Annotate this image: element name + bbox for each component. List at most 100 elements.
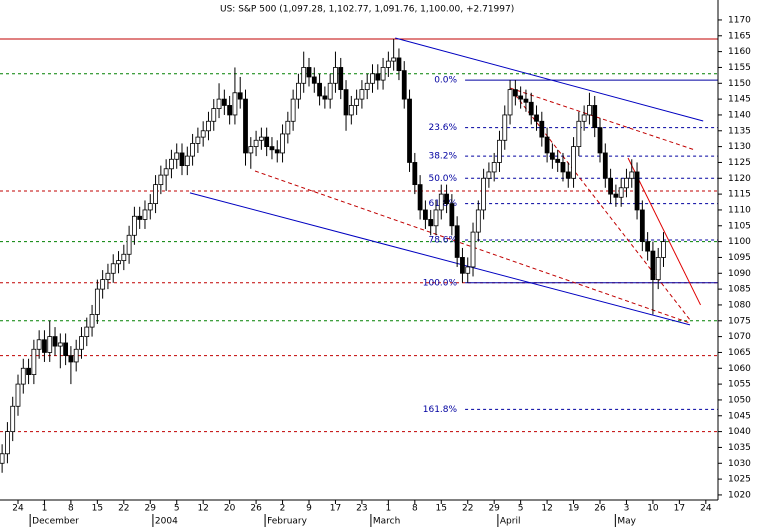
candle-body xyxy=(661,241,666,258)
y-tick-label: 1060 xyxy=(728,364,751,374)
candle-body xyxy=(401,70,407,100)
trend-line xyxy=(514,94,691,321)
candle-body xyxy=(47,336,53,353)
candle-body xyxy=(306,67,312,78)
candle-body xyxy=(5,431,10,455)
candle-body xyxy=(359,89,365,100)
candle-body xyxy=(565,171,571,179)
candle-body xyxy=(253,139,259,148)
x-tick-label: 15 xyxy=(436,504,447,514)
candle-body xyxy=(634,171,640,211)
candle-body xyxy=(200,130,206,138)
candle-body xyxy=(105,272,111,281)
candle-body xyxy=(116,260,121,265)
candle-body xyxy=(544,136,550,154)
candle-body xyxy=(497,139,502,163)
y-tick-label: 1090 xyxy=(728,269,751,279)
month-label: April xyxy=(500,517,521,527)
candle-body xyxy=(15,383,21,407)
candle-body xyxy=(327,82,333,100)
candle-body xyxy=(613,193,619,198)
y-tick-label: 1050 xyxy=(728,395,751,405)
y-tick-label: 1155 xyxy=(728,63,751,73)
y-tick-label: 1160 xyxy=(728,47,751,57)
y-tick-label: 1045 xyxy=(728,411,751,421)
fib-label: 78.6% xyxy=(428,236,457,246)
candle-body xyxy=(0,453,5,464)
candle-body xyxy=(338,67,344,91)
candle-body xyxy=(280,133,285,154)
y-tick-label: 1035 xyxy=(728,443,751,453)
x-tick-label: 29 xyxy=(488,504,500,514)
y-tick-label: 1040 xyxy=(728,427,751,437)
candle-body xyxy=(142,209,148,220)
candle-body xyxy=(110,263,116,274)
candle-body xyxy=(243,98,248,154)
y-tick-label: 1085 xyxy=(728,285,751,295)
candle-body xyxy=(655,257,661,281)
candle-body xyxy=(486,171,492,179)
month-label: May xyxy=(617,517,636,527)
y-tick-label: 1110 xyxy=(728,205,751,215)
candle-body xyxy=(523,98,529,103)
candle-body xyxy=(285,120,291,135)
candle-body xyxy=(237,92,243,100)
candle-body xyxy=(322,95,328,100)
candle-body xyxy=(571,146,576,179)
x-tick-label: 5 xyxy=(174,504,180,514)
x-tick-label: 22 xyxy=(462,504,473,514)
candle-body xyxy=(438,193,444,211)
candle-body xyxy=(290,98,296,122)
candle-body xyxy=(348,105,354,116)
x-tick-label: 9 xyxy=(306,504,312,514)
candle-body xyxy=(158,174,164,186)
fib-label: 50.0% xyxy=(428,174,457,184)
fib-label: 161.8% xyxy=(423,405,458,415)
candle-body xyxy=(475,209,481,233)
y-tick-label: 1125 xyxy=(728,158,751,168)
candle-body xyxy=(560,162,566,173)
candle-body xyxy=(10,405,16,433)
y-tick-label: 1080 xyxy=(728,300,751,310)
y-tick-label: 1030 xyxy=(728,459,751,469)
candle-body xyxy=(528,101,534,116)
x-tick-label: 23 xyxy=(356,504,367,514)
x-tick-label: 15 xyxy=(92,504,103,514)
x-tick-label: 5 xyxy=(518,504,524,514)
candle-body xyxy=(52,336,58,347)
y-tick-label: 1140 xyxy=(728,110,751,120)
candle-body xyxy=(407,98,412,163)
candle-body xyxy=(639,209,645,243)
candle-body xyxy=(153,184,158,205)
y-tick-label: 1145 xyxy=(728,95,751,105)
candle-body xyxy=(31,348,37,376)
candle-body xyxy=(624,177,629,189)
candle-body xyxy=(84,326,90,338)
candle-body xyxy=(163,168,169,176)
y-tick-label: 1070 xyxy=(728,332,751,342)
candle-body xyxy=(137,215,143,220)
candle-body xyxy=(470,231,476,268)
x-tick-label: 26 xyxy=(594,504,606,514)
candle-body xyxy=(190,143,195,157)
candle-body xyxy=(121,253,127,262)
candle-body xyxy=(555,158,561,163)
y-tick-label: 1130 xyxy=(728,142,751,152)
candle-body xyxy=(94,288,100,315)
y-tick-label: 1105 xyxy=(728,221,751,231)
candle-body xyxy=(650,250,656,281)
fib-label: 0.0% xyxy=(434,76,457,86)
y-tick-label: 1100 xyxy=(728,237,751,247)
month-label: December xyxy=(32,517,79,527)
candle-body xyxy=(417,184,423,211)
candle-body xyxy=(449,203,455,227)
candle-body xyxy=(211,108,217,122)
y-tick-label: 1120 xyxy=(728,174,751,184)
candle-body xyxy=(629,171,635,179)
candle-body xyxy=(232,92,238,116)
candle-body xyxy=(576,120,582,148)
y-tick-label: 1150 xyxy=(728,79,751,89)
x-tick-label: 24 xyxy=(12,504,24,514)
